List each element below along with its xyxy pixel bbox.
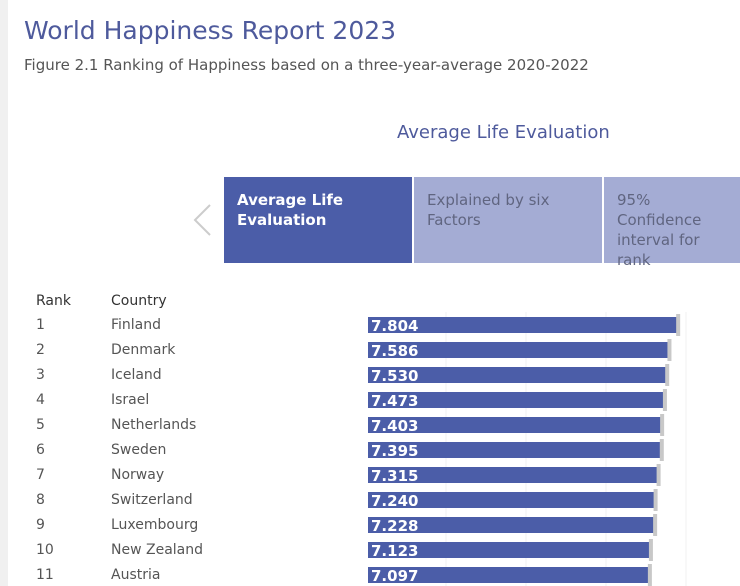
bar-value-label: 7.228 [371,517,418,535]
bar-value-label: 7.586 [371,342,418,360]
rank-cell: 4 [36,392,45,408]
bar[interactable] [368,467,659,483]
rank-cell: 3 [36,367,45,383]
page-title: World Happiness Report 2023 [24,16,397,45]
rank-cell: 1 [36,317,45,333]
bar-value-label: 7.395 [371,442,418,460]
left-border [0,0,8,586]
error-bar [656,464,661,486]
bar-value-label: 7.530 [371,367,418,385]
bar[interactable] [368,517,656,533]
bar[interactable] [368,567,650,583]
rank-cell: 10 [36,542,54,558]
error-bar [665,364,670,386]
bar[interactable] [368,442,662,458]
tab-confidence-interval[interactable]: 95% Confidence interval for rank [604,177,740,269]
country-cell[interactable]: Finland [111,317,162,333]
error-bar [647,564,652,586]
bar-value-label: 7.097 [371,567,418,585]
tab-average-life-evaluation[interactable]: Average Life Evaluation [224,177,412,263]
bar[interactable] [368,367,668,383]
bar[interactable] [368,492,656,508]
error-bar [653,489,658,511]
country-cell[interactable]: New Zealand [111,542,203,558]
rank-cell: 9 [36,517,45,533]
error-bar [660,414,665,436]
bar-value-label: 7.403 [371,417,418,435]
page-subtitle: Figure 2.1 Ranking of Happiness based on… [24,56,589,74]
error-bar [662,389,667,411]
rank-cell: 5 [36,417,45,433]
bar[interactable] [368,392,665,408]
rank-cell: 11 [36,567,54,583]
tab-explained-by-six-factors[interactable]: Explained by six Factors [414,177,602,263]
country-cell[interactable]: Austria [111,567,161,583]
rank-cell: 7 [36,467,45,483]
bar[interactable] [368,542,651,558]
rank-cell: 6 [36,442,45,458]
rank-cell: 8 [36,492,45,508]
rank-header: Rank [36,293,71,309]
error-bar [648,539,653,561]
country-cell[interactable]: Netherlands [111,417,197,433]
bar[interactable] [368,417,663,433]
error-bar [676,314,681,336]
rank-cell: 2 [36,342,45,358]
bar-value-label: 7.240 [371,492,418,510]
bar[interactable] [368,317,679,333]
country-cell[interactable]: Switzerland [111,492,193,508]
country-cell[interactable]: Norway [111,467,165,483]
country-cell[interactable]: Sweden [111,442,167,458]
bar[interactable] [368,342,670,358]
country-cell[interactable]: Denmark [111,342,176,358]
bar-value-label: 7.315 [371,467,418,485]
country-header: Country [111,293,167,309]
chevron-left-icon[interactable] [190,203,224,237]
country-cell[interactable]: Luxembourg [111,517,199,533]
bar-value-label: 7.804 [371,317,418,335]
error-bar [667,339,672,361]
country-cell[interactable]: Iceland [111,367,162,383]
country-cell[interactable]: Israel [111,392,150,408]
error-bar [653,514,658,536]
section-title: Average Life Evaluation [397,122,610,143]
bar-value-label: 7.123 [371,542,418,560]
bar-value-label: 7.473 [371,392,418,410]
error-bar [659,439,664,461]
